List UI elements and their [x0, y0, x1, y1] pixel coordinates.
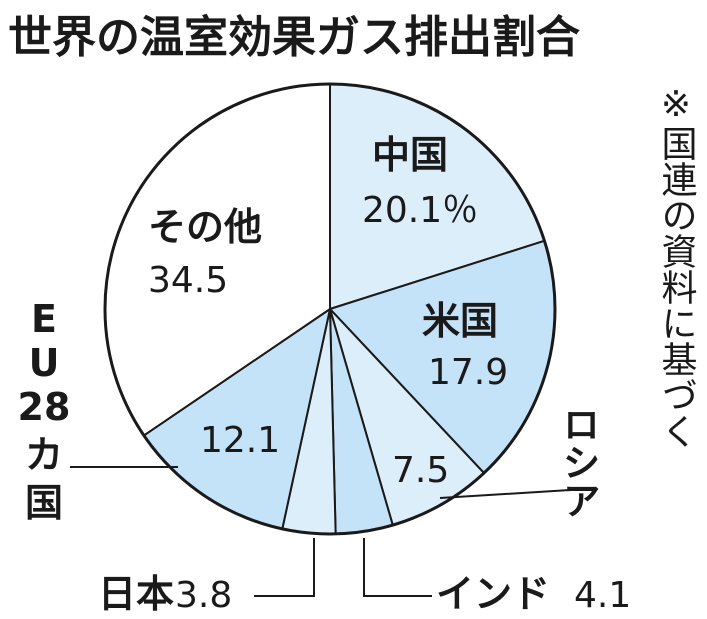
leader-russia: [439, 489, 571, 499]
slice-label-china: 中国: [372, 133, 448, 177]
slice-value-china: 20.1％: [362, 190, 478, 231]
slice-value-japan: 3.8: [175, 575, 232, 616]
slice-label-japan: 日本: [98, 572, 174, 616]
slice-label-eu: E U 28 カ 国: [18, 297, 71, 525]
slice-value-usa: 17.9: [428, 352, 508, 393]
eu-label-char: カ: [25, 433, 63, 477]
slice-label-russia: ロシア: [556, 405, 600, 519]
eu-label-char: 国: [25, 481, 63, 525]
chart-title: 世界の温室効果ガス排出割合: [8, 12, 580, 63]
slice-value-eu: 12.1: [200, 420, 280, 461]
source-note: ※国連の資料に基づく: [656, 84, 697, 449]
slice-label-india: インド: [436, 572, 550, 616]
eu-label-char: U: [29, 341, 60, 385]
slice-label-other: その他: [148, 205, 262, 249]
eu-label-char: 28: [18, 385, 71, 429]
slice-label-usa: 米国: [422, 299, 498, 343]
slice-value-russia: 7.5: [392, 450, 449, 491]
slice-value-india: 4.1: [574, 575, 631, 616]
pie-slices: [103, 82, 557, 536]
leader-japan: [254, 538, 315, 597]
slice-value-other: 34.5: [148, 260, 228, 301]
leader-india: [363, 538, 432, 597]
pie-outline: [103, 82, 557, 536]
eu-label-char: E: [31, 297, 57, 341]
